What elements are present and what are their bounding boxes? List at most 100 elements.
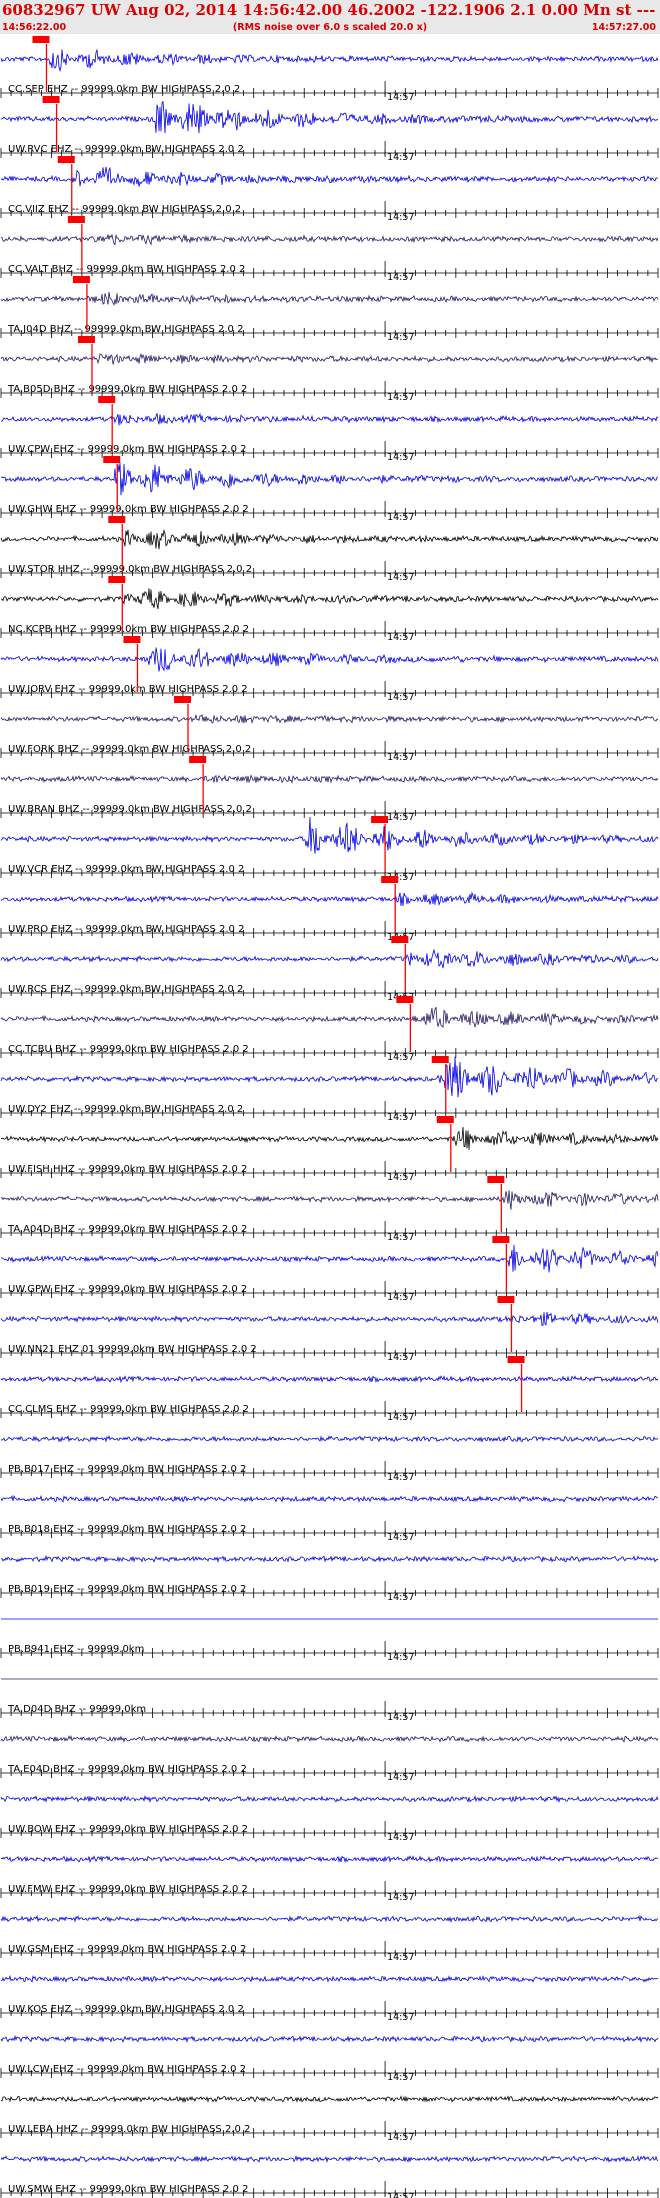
trace-waveform	[0, 1056, 659, 1098]
minute-label: 14:57	[387, 2072, 414, 2083]
station-label: UW.BRAN BHZ -- 99999.0km BW HIGHPASS 2.0…	[8, 804, 252, 815]
trace-waveform	[0, 233, 659, 246]
pick-marker	[436, 1116, 454, 1123]
station-label: TA.A04D BHZ -- 99999.0km BW HIGHPASS 2.0…	[7, 1224, 247, 1235]
pick-marker	[77, 336, 95, 343]
station-label: UW.GPW EHZ -- 99999.0km BW HIGHPASS 2.0 …	[8, 1284, 247, 1295]
minute-label: 14:57	[387, 752, 414, 763]
trace-waveform	[0, 816, 659, 854]
trace-waveform	[0, 948, 659, 969]
station-label: TA.D04D BHZ -- 99999.0km	[7, 1704, 146, 1715]
minute-label: 14:57	[387, 452, 414, 463]
minute-label: 14:57	[387, 572, 414, 583]
minute-label: 14:57	[387, 1172, 414, 1183]
minute-label: 14:57	[387, 1592, 414, 1603]
station-label: UW.BOW EHZ -- 99999.0km BW HIGHPASS 2.0 …	[8, 1824, 248, 1835]
station-label: UW.RVC EHZ -- 99999.0km BW HIGHPASS 2.0 …	[8, 144, 244, 155]
station-label: PB.B017 EHZ -- 99999.0km BW HIGHPASS 2.0…	[8, 1464, 246, 1475]
trace-waveform	[0, 1494, 659, 1503]
pick-marker	[67, 216, 85, 223]
trace-waveform	[0, 1375, 659, 1384]
trace-waveform	[0, 588, 659, 610]
trace-waveform	[0, 291, 659, 306]
station-label: TA.J04D BHZ -- 99999.0km BW HIGHPASS 2.0…	[7, 324, 243, 335]
trace-waveform	[0, 412, 659, 426]
pick-marker	[189, 756, 207, 763]
minute-label: 14:57	[387, 1892, 414, 1903]
minute-label: 14:57	[387, 1292, 414, 1303]
pick-marker	[507, 1356, 525, 1363]
minute-label: 14:57	[387, 1112, 414, 1123]
trace-waveform	[0, 1974, 659, 1983]
pick-marker	[492, 1236, 510, 1243]
station-label: UW.GHW EHZ -- 99999.0km BW HIGHPASS 2.0 …	[8, 504, 249, 515]
start-time-label: 14:56:22.00	[2, 22, 67, 33]
minute-label: 14:57	[387, 152, 414, 163]
station-label: UW.FMW EHZ -- 99999.0km BW HIGHPASS 2.0 …	[8, 1884, 248, 1895]
trace-waveform	[0, 462, 659, 496]
minute-label: 14:57	[387, 1832, 414, 1843]
minute-label: 14:57	[387, 392, 414, 403]
minute-label: 14:57	[387, 872, 414, 883]
minute-label: 14:57	[387, 1052, 414, 1063]
trace-waveform	[0, 2155, 659, 2164]
station-label: UW.FORK BHZ -- 99999.0km BW HIGHPASS 2.0…	[8, 744, 251, 755]
minute-label: 14:57	[387, 1772, 414, 1783]
minute-label: 14:57	[387, 1472, 414, 1483]
trace-waveform	[0, 166, 659, 187]
trace-waveform	[0, 1914, 659, 1923]
station-label: UW.CPW EHZ -- 99999.0km BW HIGHPASS 2.0 …	[8, 444, 247, 455]
trace-waveform	[0, 529, 659, 550]
pick-marker	[487, 1176, 505, 1183]
trace-waveform	[0, 1734, 659, 1744]
station-label: UW.NN21 EHZ 01 99999.0km BW HIGHPASS 2.0…	[8, 1344, 257, 1355]
minute-label: 14:57	[387, 1352, 414, 1363]
trace-waveform	[0, 1006, 659, 1029]
pick-marker	[391, 936, 409, 943]
trace-waveform	[0, 48, 659, 73]
station-label: UW.FISH HHZ -- 99999.0km BW HIGHPASS 2.0…	[8, 1164, 247, 1175]
trace-waveform	[0, 774, 659, 784]
pick-marker	[381, 876, 399, 883]
trace-waveform	[0, 100, 659, 134]
pick-marker	[396, 996, 414, 1003]
pick-marker	[72, 276, 90, 283]
minute-label: 14:57	[387, 1952, 414, 1963]
pick-marker	[173, 696, 191, 703]
station-label: UW.PRO EHZ -- 99999.0km BW HIGHPASS 2.0 …	[8, 924, 244, 935]
station-label: NC.KCPB HHZ -- 99999.0km BW HIGHPASS 2.0…	[8, 624, 249, 635]
trace-waveform	[0, 1126, 659, 1150]
pick-marker	[98, 396, 116, 403]
minute-label: 14:57	[387, 2012, 414, 2023]
minute-label: 14:57	[387, 1532, 414, 1543]
trace-waveform	[0, 352, 659, 365]
event-title: 60832967 UW Aug 02, 2014 14:56:42.00 46.…	[2, 1, 658, 19]
trace-waveform	[0, 2034, 659, 2044]
station-label: UW.DY2 EHZ -- 99999.0km BW HIGHPASS 2.0 …	[8, 1104, 243, 1115]
station-label: UW.SMW EHZ -- 99999.0km BW HIGHPASS 2.0 …	[8, 2184, 248, 2195]
trace-waveform	[0, 647, 659, 672]
station-label: CC.CLMS EHZ -- 99999.0km BW HIGHPASS 2.0…	[8, 1404, 249, 1415]
minute-label: 14:57	[387, 1412, 414, 1423]
minute-label: 14:57	[387, 1712, 414, 1723]
pick-marker	[108, 516, 126, 523]
station-label: CC.VIIZ EHZ -- 99999.0km BW HIGHPASS 2.0…	[8, 204, 241, 215]
trace-waveform	[0, 1244, 659, 1273]
minute-label: 14:57	[387, 512, 414, 523]
trace-waveform	[0, 1855, 659, 1864]
station-label: UW.JORV EHZ -- 99999.0km BW HIGHPASS 2.0…	[8, 684, 248, 695]
station-label: PB.B941 EHZ -- 99999.0km	[8, 1644, 144, 1655]
minute-label: 14:57	[387, 2192, 414, 2198]
station-label: UW.LEBA HHZ -- 99999.0km BW HIGHPASS 2.0…	[8, 2124, 250, 2135]
pick-marker	[108, 576, 126, 583]
trace-waveform	[0, 891, 659, 907]
station-label: UW.KOS EHZ -- 99999.0km BW HIGHPASS 2.0 …	[8, 2004, 244, 2015]
minute-label: 14:57	[387, 272, 414, 283]
station-label: TA.E04D BHZ -- 99999.0km BW HIGHPASS 2.0…	[7, 1764, 247, 1775]
trace-waveform	[0, 1434, 659, 1443]
pick-marker	[42, 96, 60, 103]
trace-waveform	[0, 2095, 659, 2104]
station-label: CC.SEP EHZ -- 99999.0km BW HIGHPASS 2.0 …	[8, 84, 240, 95]
pick-marker	[123, 636, 141, 643]
